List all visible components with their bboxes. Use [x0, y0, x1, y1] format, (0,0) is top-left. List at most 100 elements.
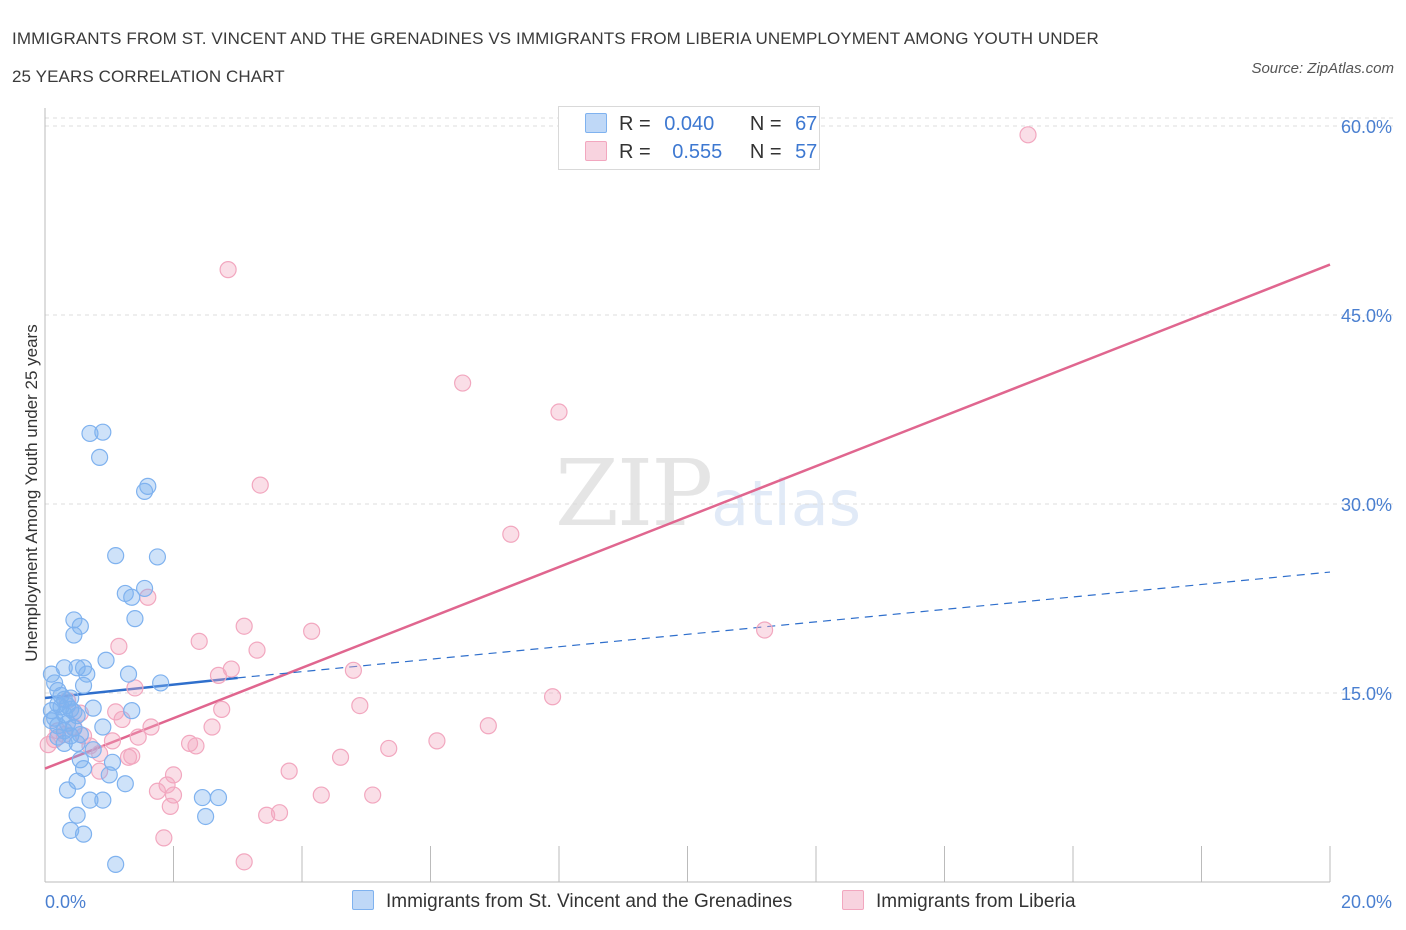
data-point-st-vincent: [116, 775, 134, 793]
data-point-liberia: [187, 737, 205, 755]
data-point-st-vincent: [193, 788, 212, 807]
watermark-zip: ZIP: [555, 440, 713, 547]
data-point-st-vincent: [78, 665, 96, 683]
data-point-liberia: [190, 632, 208, 650]
bottom-legend-label-liberia: Immigrants from Liberia: [876, 891, 1076, 912]
legend-n-value: 57: [795, 141, 818, 163]
data-point-liberia: [209, 666, 228, 684]
data-point-st-vincent: [49, 728, 67, 746]
bottom-legend-swatch-liberia: [842, 890, 864, 910]
source-label: Source: ZipAtlas.com: [1251, 60, 1394, 77]
data-point-st-vincent: [62, 821, 80, 839]
legend-row-st-vincent: R = 0.040 N = 67: [585, 113, 817, 139]
data-point-st-vincent: [49, 681, 67, 700]
data-point-st-vincent: [74, 825, 93, 843]
data-point-liberia: [123, 747, 141, 765]
data-point-liberia: [258, 806, 276, 824]
data-point-liberia: [312, 786, 330, 804]
y-axis-label: Unemployment Among Youth under 25 years: [22, 324, 41, 661]
data-point-liberia: [148, 782, 167, 800]
bottom-legend-swatch-st-vincent: [352, 890, 374, 910]
data-point-st-vincent: [74, 759, 93, 778]
chart-title: IMMIGRANTS FROM ST. VINCENT AND THE GREN…: [12, 20, 1212, 96]
data-point-liberia: [164, 786, 183, 804]
data-point-liberia: [248, 641, 266, 659]
data-point-st-vincent: [94, 791, 112, 809]
data-point-st-vincent: [55, 705, 73, 724]
bottom-legend-st-vincent: Immigrants from St. Vincent and the Gren…: [352, 890, 792, 913]
legend-r-label: R =: [619, 113, 651, 135]
legend-swatch-liberia: [585, 141, 607, 161]
data-point-liberia: [351, 696, 369, 715]
tick-labels: 15.0% 30.0% 45.0% 60.0% 0.0% 20.0%: [45, 117, 1392, 912]
chart-title-line1: IMMIGRANTS FROM ST. VINCENT AND THE GREN…: [12, 29, 1099, 48]
data-point-st-vincent: [55, 659, 73, 677]
data-point-liberia: [454, 374, 472, 392]
data-point-st-vincent: [126, 610, 144, 628]
data-point-st-vincent: [65, 611, 83, 629]
data-point-st-vincent: [91, 448, 109, 466]
data-point-st-vincent: [58, 781, 77, 799]
data-point-liberia: [129, 728, 147, 746]
x-tick-label: 0.0%: [45, 892, 86, 912]
data-point-liberia: [203, 718, 221, 736]
data-point-st-vincent: [68, 659, 86, 677]
data-point-st-vincent: [152, 674, 170, 692]
data-point-liberia: [344, 661, 362, 679]
series-st-vincent-points: [42, 423, 228, 873]
data-point-st-vincent: [65, 626, 83, 644]
data-point-st-vincent: [100, 766, 118, 784]
grid: [45, 117, 1395, 694]
data-point-liberia: [126, 679, 144, 697]
legend: R = 0.040 N = 67 R = 0.555 N = 57: [558, 106, 820, 170]
data-point-liberia: [550, 403, 568, 421]
data-point-liberia: [158, 776, 176, 794]
data-point-liberia: [331, 748, 350, 766]
data-point-liberia: [380, 739, 398, 758]
data-point-liberia: [251, 476, 269, 494]
legend-swatch-st-vincent: [585, 113, 607, 133]
data-point-st-vincent: [71, 725, 89, 744]
bottom-legend-label-st-vincent: Immigrants from St. Vincent and the Gren…: [386, 891, 793, 912]
data-point-st-vincent: [139, 477, 157, 495]
data-point-st-vincent: [74, 676, 93, 695]
data-point-st-vincent: [84, 741, 102, 759]
legend-n-label: N =: [749, 141, 782, 163]
legend-r-value: 0.555: [672, 141, 723, 163]
data-point-liberia: [213, 700, 231, 718]
data-point-st-vincent: [135, 482, 154, 500]
data-point-liberia: [142, 718, 160, 736]
data-point-st-vincent: [135, 579, 154, 598]
data-point-st-vincent: [148, 548, 167, 566]
axes: [44, 108, 1331, 883]
data-point-st-vincent: [94, 718, 112, 736]
legend-n-value: 67: [795, 113, 818, 135]
data-point-st-vincent: [123, 702, 141, 720]
data-point-liberia: [235, 853, 253, 871]
y-tick-label: 15.0%: [1341, 684, 1392, 704]
trend-line-st-vincent: [44, 676, 238, 700]
data-point-st-vincent: [119, 665, 138, 683]
data-point-st-vincent: [97, 651, 115, 669]
legend-n-label: N =: [749, 113, 782, 135]
legend-r-value: 0.040: [664, 113, 715, 135]
data-point-st-vincent: [209, 788, 228, 807]
data-point-liberia: [280, 762, 298, 780]
data-point-st-vincent: [84, 699, 102, 717]
data-point-st-vincent: [71, 617, 89, 635]
trend-lines: [44, 263, 1331, 770]
trend-line-liberia: [44, 263, 1331, 770]
data-point-st-vincent: [42, 702, 61, 720]
data-point-liberia: [219, 261, 237, 279]
data-point-liberia: [428, 732, 446, 750]
legend-r-label: R =: [619, 141, 651, 163]
data-point-st-vincent: [81, 424, 99, 443]
y-tick-label: 60.0%: [1341, 117, 1392, 137]
data-point-liberia: [502, 525, 520, 543]
trend-line-st-vincent-dashed: [237, 571, 1331, 679]
chart-title-line2: 25 YEARS CORRELATION CHART: [12, 67, 285, 86]
data-point-st-vincent: [62, 689, 80, 707]
data-point-liberia: [479, 717, 497, 735]
data-point-st-vincent: [71, 751, 89, 769]
